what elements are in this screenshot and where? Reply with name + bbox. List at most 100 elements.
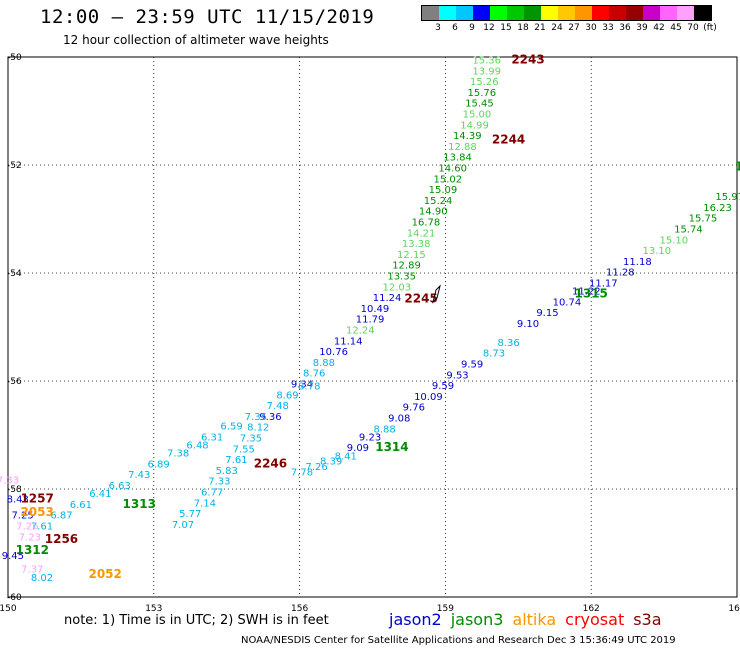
lat-tick-label: -54 <box>7 269 22 279</box>
wave-height-label: 7.25 <box>11 511 33 522</box>
pass-time-label: 1256 <box>45 532 78 546</box>
lon-tick-label: 162 <box>583 604 600 614</box>
wave-height-label: 9.08 <box>388 414 410 425</box>
lat-tick-label: -56 <box>7 377 22 387</box>
wave-height-label: 5.83 <box>216 466 238 477</box>
pass-time-label: 2246 <box>254 456 287 470</box>
lon-tick-label: 165 <box>728 604 740 614</box>
credit-line: NOAA/NESDIS Center for Satellite Applica… <box>241 635 676 646</box>
wave-height-label: 7.55 <box>233 444 255 455</box>
wave-height-label: 15.36 <box>472 55 501 66</box>
wave-height-label: 12.15 <box>397 250 426 261</box>
wave-height-label: 9.10 <box>517 319 539 330</box>
pass-time-label: 2245 <box>404 292 437 306</box>
wave-height-label: 15.09 <box>429 185 458 196</box>
wave-height-label: 7.07 <box>172 520 194 531</box>
wave-height-label: 7.14 <box>194 498 216 509</box>
map-ticks: 150 153 156 159 162 165 -50 -52 -54 -56 -58 -60 <box>0 53 740 614</box>
footer-note: note: 1) Time is in UTC; 2) SWH is in fe… <box>64 613 329 628</box>
legend-label: 36 <box>619 23 631 33</box>
wave-height-label: 8.41 <box>335 451 357 462</box>
page-subtitle: 12 hour collection of altimeter wave hei… <box>63 33 329 47</box>
wave-height-label: 12.24 <box>346 325 375 336</box>
legend-swatch <box>694 6 711 20</box>
legend-swatch <box>575 6 592 20</box>
lat-tick-label: -60 <box>7 593 22 603</box>
legend-label: 24 <box>551 23 563 33</box>
wave-height-label: 6.87 <box>50 511 72 522</box>
wave-height-label: 7.61 <box>31 522 53 533</box>
wave-height-label: 13.35 <box>387 271 416 282</box>
wave-height-label: 5.77 <box>179 509 201 520</box>
pass-time-label: 1314 <box>375 440 408 454</box>
wave-height-label: 13.10 <box>642 246 671 257</box>
wave-height-label: 9.23 <box>359 432 381 443</box>
legend-label: 42 <box>653 23 665 33</box>
wave-height-label: 9.76 <box>403 403 425 414</box>
wave-height-label: 6.48 <box>186 441 208 452</box>
wave-height-label: 13.84 <box>443 153 472 164</box>
wave-height-label: 13.99 <box>472 66 501 77</box>
wave-height-label: 7.23 <box>19 532 41 543</box>
legend-label: 15 <box>500 23 512 33</box>
lon-tick-label: 159 <box>437 604 454 614</box>
wave-height-label: 6.89 <box>148 459 170 470</box>
wave-height-label: 9.59 <box>432 381 454 392</box>
legend-swatch <box>507 6 524 20</box>
legend-swatch <box>439 6 456 20</box>
wave-height-label: 6.77 <box>201 487 223 498</box>
wave-height-label: 9.34 <box>291 379 313 390</box>
wave-height-label: 8.76 <box>303 369 325 380</box>
wave-height-label: 6.31 <box>201 432 223 443</box>
pass-time-label: 1312 <box>16 543 49 557</box>
wave-height-legend: 3 6 9 12 15 18 21 24 27 30 33 36 39 42 45 70 (ft) <box>421 5 717 35</box>
legend-label: 9 <box>469 23 475 33</box>
wave-height-label: 7.61 <box>225 455 247 466</box>
legend-labels: 3 6 9 12 15 18 21 24 27 30 33 36 39 42 45 70 (ft) <box>421 21 717 35</box>
wave-height-label: 7.78 <box>291 468 313 479</box>
legend-label: 30 <box>585 23 597 33</box>
legend-swatch <box>473 6 490 20</box>
wave-height-label: 12.03 <box>382 282 411 293</box>
legend-swatch <box>660 6 677 20</box>
wave-height-label: 7.37 <box>21 565 43 576</box>
lon-tick-label: 150 <box>0 604 17 614</box>
legend-swatches <box>421 5 712 21</box>
legend-swatch <box>490 6 507 20</box>
legend-swatch <box>677 6 694 20</box>
pass-time-label: 2052 <box>88 567 121 581</box>
pass-time-label: 2243 <box>511 52 544 66</box>
pass-time-label: 2053 <box>20 505 53 519</box>
wave-height-label: 15.75 <box>689 214 718 225</box>
wave-height-label: 11.14 <box>334 336 363 347</box>
wave-height-label: 6.63 <box>109 481 131 492</box>
wave-height-label: 13.38 <box>402 239 431 250</box>
wave-height-label: 16.78 <box>412 217 441 228</box>
wave-height-label: 7.35 <box>245 412 267 423</box>
wave-height-label: 7.33 <box>0 476 19 487</box>
legend-label: 70 <box>687 23 699 33</box>
legend-label: (ft) <box>703 23 717 33</box>
pass-time-label: 1316 <box>735 159 740 173</box>
wave-height-label: 15.76 <box>468 88 497 99</box>
legend-label: 33 <box>602 23 614 33</box>
wave-height-label: 12.88 <box>448 142 477 153</box>
legend-label: 45 <box>670 23 682 33</box>
wave-height-label: 15.26 <box>470 77 499 88</box>
pass-time-label: 1313 <box>123 497 156 511</box>
wave-height-label: 7.43 <box>128 470 150 481</box>
wave-height-label: 11.17 <box>589 279 618 290</box>
legend-label: 12 <box>483 23 495 33</box>
pass-time-label: 2244 <box>492 132 525 146</box>
wave-height-label: 8.88 <box>374 424 396 435</box>
wave-height-label: 9.36 <box>259 412 281 423</box>
wave-height-label: 8.73 <box>483 349 505 360</box>
wave-height-label: 11.24 <box>373 293 402 304</box>
legend-label: 27 <box>568 23 580 33</box>
wave-height-label: 9.59 <box>461 360 483 371</box>
pass-time-label: 1257 <box>20 492 53 506</box>
wave-height-label: 7.38 <box>167 449 189 460</box>
wave-height-label: 7.48 <box>267 401 289 412</box>
wave-height-label: 9.53 <box>446 370 468 381</box>
